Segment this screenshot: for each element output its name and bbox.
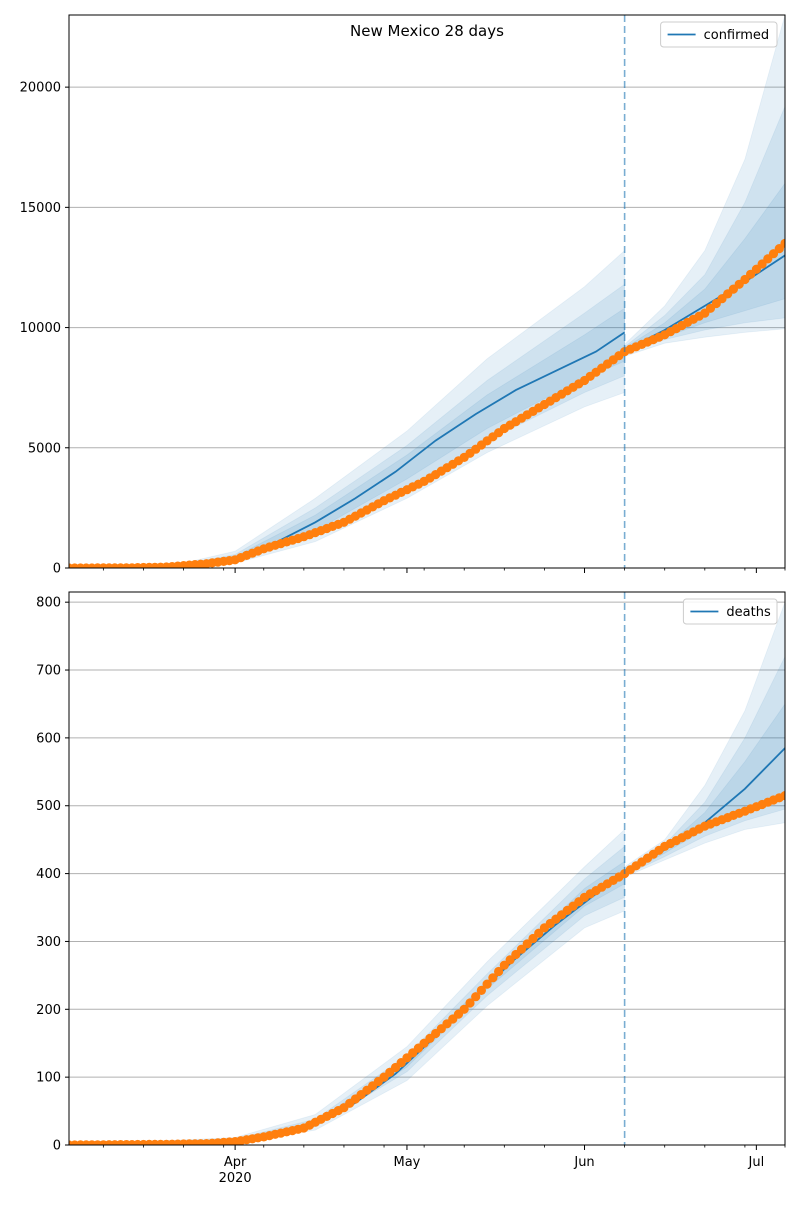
observed-point xyxy=(780,791,785,801)
axes-frame xyxy=(68,591,786,1146)
y-tick-label: 700 xyxy=(36,664,61,679)
legend: confirmed xyxy=(660,21,778,48)
observed-point xyxy=(465,998,475,1008)
y-tick-label: 0 xyxy=(53,562,61,577)
chart-title: New Mexico 28 days xyxy=(350,22,504,40)
x-tick-sublabel: 2020 xyxy=(219,1171,252,1186)
x-tick-label: Apr xyxy=(224,1155,247,1170)
y-tick-label: 20000 xyxy=(20,81,61,96)
observed-point xyxy=(459,1004,469,1014)
y-tick-label: 100 xyxy=(36,1071,61,1086)
y-tick-label: 0 xyxy=(53,1139,61,1154)
y-tick-label: 5000 xyxy=(28,441,61,456)
y-tick-label: 800 xyxy=(36,596,61,611)
y-tick-label: 300 xyxy=(36,935,61,950)
observed-point xyxy=(780,238,785,248)
legend: deaths xyxy=(682,598,778,625)
x-tick-label: Jun xyxy=(573,1155,594,1170)
uncertainty-band xyxy=(624,656,785,877)
y-tick-label: 200 xyxy=(36,1003,61,1018)
plot-area xyxy=(69,602,785,1145)
legend-label: deaths xyxy=(726,605,771,620)
observed-point xyxy=(482,979,492,989)
observed-point xyxy=(522,939,532,949)
y-tick-label: 400 xyxy=(36,867,61,882)
y-tick-label: 600 xyxy=(36,731,61,746)
observed-point xyxy=(476,985,486,996)
observed-point xyxy=(471,992,481,1002)
x-tick-label: May xyxy=(394,1155,421,1170)
axes-frame xyxy=(68,14,786,569)
legend-label: confirmed xyxy=(704,28,770,43)
y-tick-label: 10000 xyxy=(20,321,61,336)
x-tick-label: Jul xyxy=(748,1155,765,1170)
observed-point xyxy=(488,973,498,983)
observed-point xyxy=(499,960,509,970)
uncertainty-band xyxy=(69,249,625,568)
chart-panel-1: 0 5000 10000 15000 20000 New Mexico 28 days co… xyxy=(20,14,786,577)
legend-box xyxy=(660,21,778,48)
legend-box xyxy=(682,598,778,625)
plot-area xyxy=(69,15,785,568)
y-tick-label: 500 xyxy=(36,799,61,814)
observed-point xyxy=(505,955,515,965)
uncertainty-band xyxy=(624,15,785,357)
y-tick-label: 15000 xyxy=(20,201,61,216)
observed-point xyxy=(494,966,504,977)
